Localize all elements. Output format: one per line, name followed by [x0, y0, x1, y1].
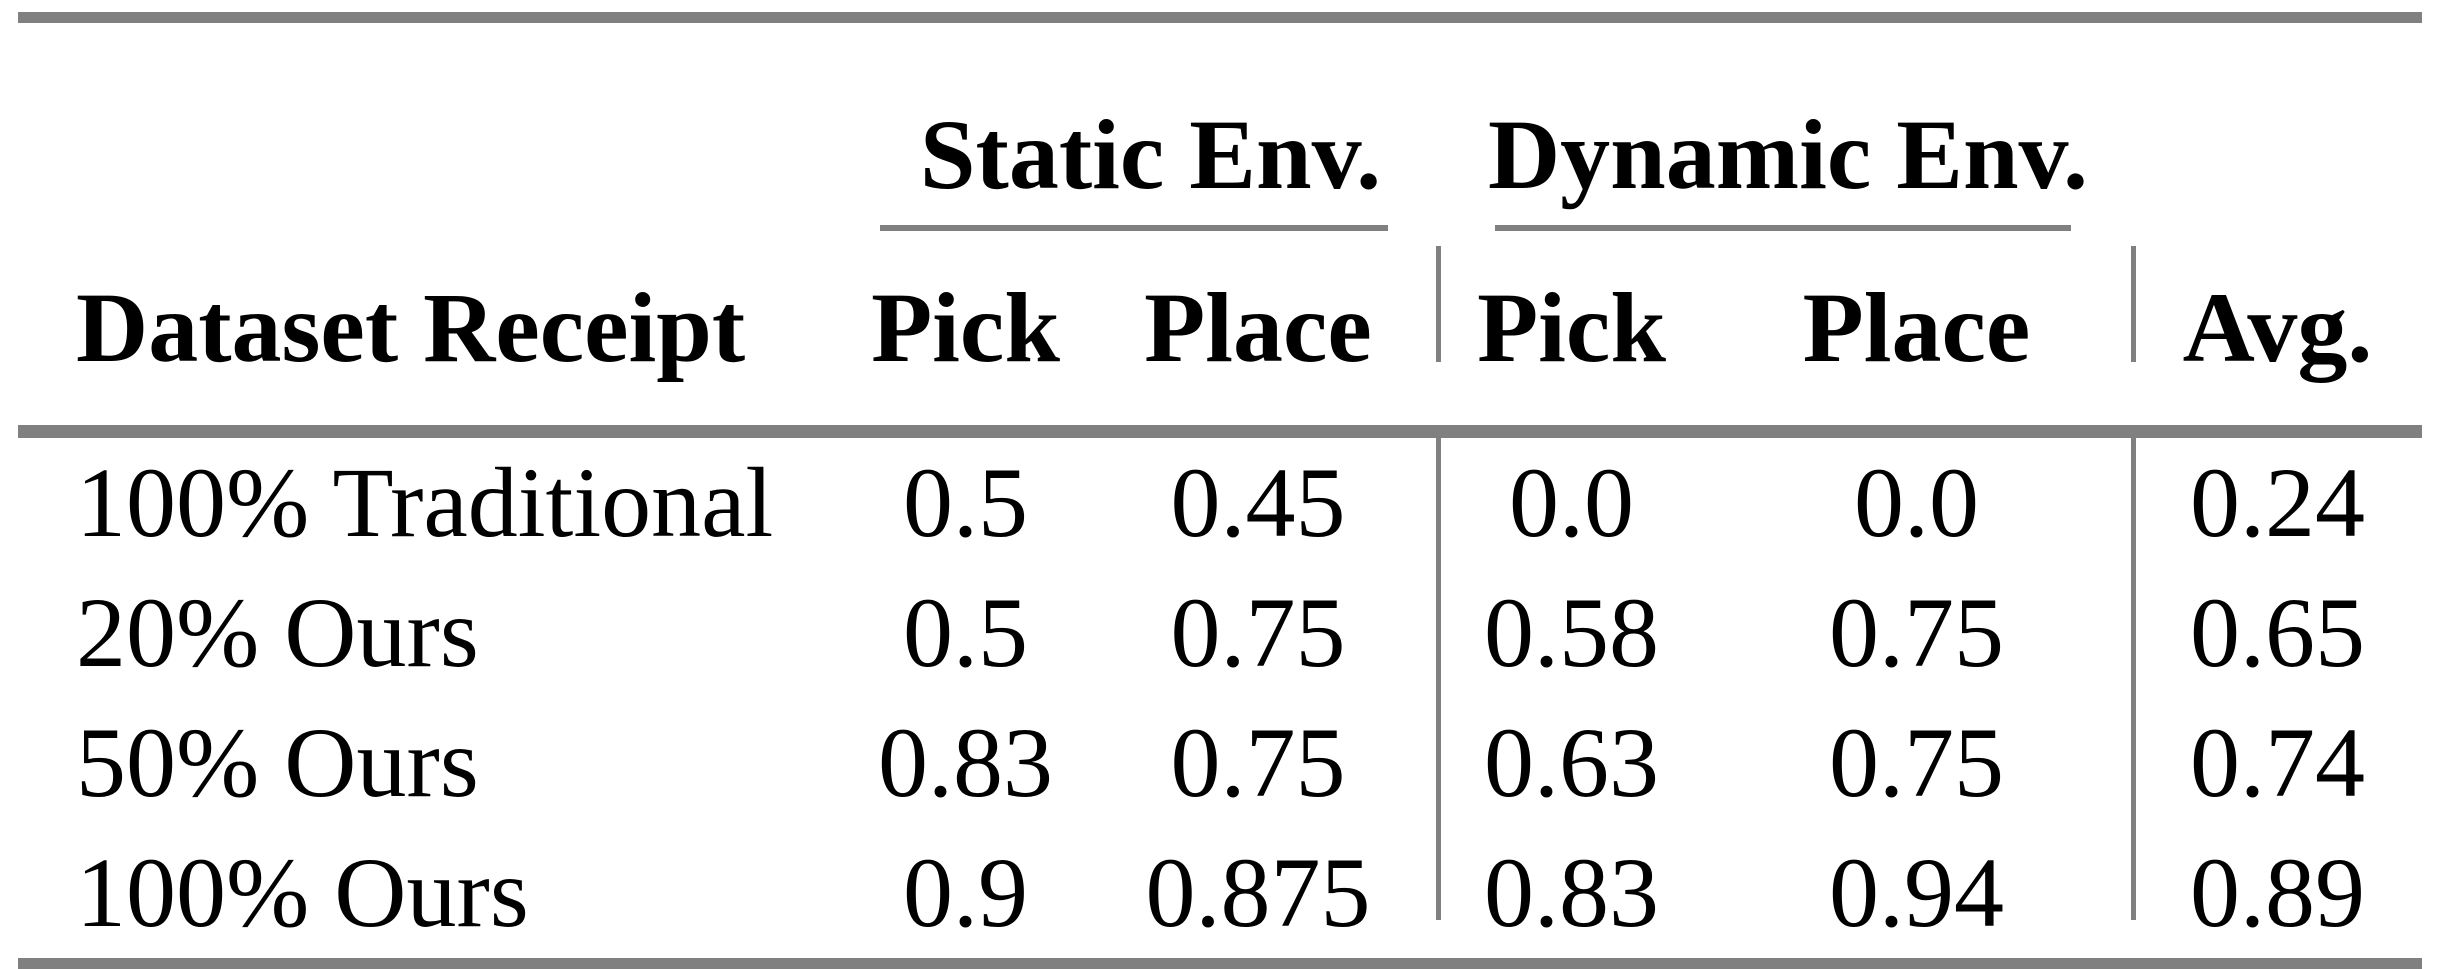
table-row-50-ours: 50% Ours 0.83 0.75 0.63 0.75 0.74 [18, 698, 2422, 828]
group-header-dynamic-env: Dynamic Env. [1487, 99, 2089, 210]
value-static-place: 0.45 [1170, 447, 1346, 558]
column-header-row: Dataset Receipt Pick Place Pick Place Av… [18, 231, 2422, 425]
row-label: 100% Traditional [76, 447, 774, 558]
row-label: 50% Ours [76, 707, 479, 818]
results-table: Static Env. Dynamic Env. Dataset Receipt… [18, 12, 2422, 969]
table-row-100-traditional: 100% Traditional 0.5 0.45 0.0 0.0 0.24 [18, 438, 2422, 568]
value-dynamic-place: 0.75 [1829, 707, 2004, 818]
value-dynamic-place: 0.0 [1854, 447, 1979, 558]
header-static-pick: Pick [871, 272, 1060, 383]
value-avg: 0.24 [2190, 447, 2365, 558]
value-static-pick: 0.9 [903, 837, 1028, 948]
header-dynamic-pick: Pick [1477, 272, 1666, 383]
row-label: 20% Ours [76, 577, 479, 688]
value-static-place: 0.75 [1170, 577, 1346, 688]
row-label: 100% Ours [76, 837, 529, 948]
value-static-place: 0.75 [1170, 707, 1346, 818]
value-static-pick: 0.5 [903, 577, 1028, 688]
top-rule-row [18, 12, 2422, 23]
value-dynamic-pick: 0.63 [1484, 707, 1659, 818]
mid-rule [18, 425, 2422, 438]
bottom-rule-row [18, 958, 2422, 969]
static-env-underline-cell [858, 225, 1443, 231]
static-env-underline [880, 225, 1388, 231]
bottom-rule [18, 958, 2422, 969]
header-static-place: Place [1144, 272, 1372, 383]
dynamic-env-underline [1495, 225, 2071, 231]
header-avg: Avg. [2182, 272, 2373, 383]
top-rule [18, 12, 2422, 23]
value-static-pick: 0.5 [903, 447, 1028, 558]
value-dynamic-place: 0.75 [1829, 577, 2004, 688]
value-dynamic-pick: 0.0 [1509, 447, 1634, 558]
column-separator [1436, 436, 1441, 920]
header-dynamic-place: Place [1802, 272, 2031, 383]
empty-header-cell [2133, 23, 2422, 225]
column-separator [1436, 246, 1441, 362]
value-avg: 0.65 [2190, 577, 2365, 688]
value-dynamic-pick: 0.58 [1484, 577, 1659, 688]
value-dynamic-pick: 0.83 [1484, 837, 1659, 948]
value-dynamic-place: 0.94 [1829, 837, 2004, 948]
empty-header-cell [18, 23, 858, 225]
group-header-row: Static Env. Dynamic Env. [18, 23, 2422, 225]
mid-rule-row [18, 425, 2422, 438]
value-avg: 0.89 [2190, 837, 2365, 948]
column-separator [2131, 436, 2136, 920]
value-static-place: 0.875 [1145, 837, 1371, 948]
table-row-20-ours: 20% Ours 0.5 0.75 0.58 0.75 0.65 [18, 568, 2422, 698]
table-row-100-ours: 100% Ours 0.9 0.875 0.83 0.94 0.89 [18, 828, 2422, 958]
header-dataset-receipt: Dataset Receipt [76, 272, 746, 383]
value-static-pick: 0.83 [878, 707, 1053, 818]
value-avg: 0.74 [2190, 707, 2365, 818]
dynamic-env-underline-cell [1443, 225, 2133, 231]
column-separator [2131, 246, 2136, 362]
group-header-static-env: Static Env. [919, 99, 1382, 210]
cmidrule-row [18, 225, 2422, 231]
